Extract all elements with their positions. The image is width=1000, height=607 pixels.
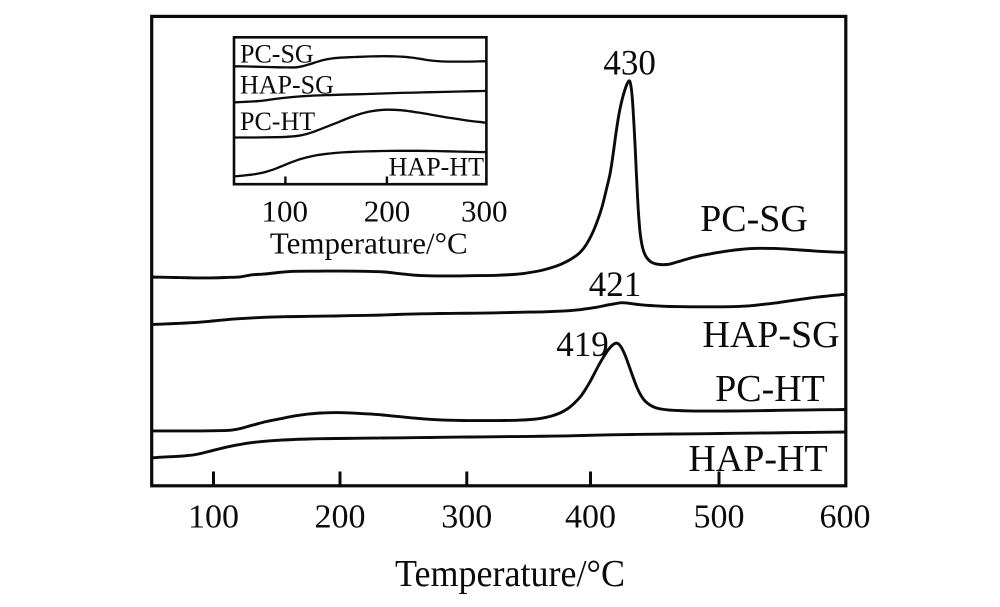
svg-text:421: 421: [589, 264, 642, 304]
svg-text:PC-HT: PC-HT: [240, 107, 315, 136]
svg-text:100: 100: [262, 194, 309, 229]
svg-text:PC-SG: PC-SG: [700, 198, 808, 240]
svg-text:200: 200: [364, 194, 411, 229]
svg-text:200: 200: [315, 499, 366, 536]
svg-text:HAP-HT: HAP-HT: [389, 153, 484, 182]
svg-text:100: 100: [188, 499, 239, 536]
svg-text:HAP-SG: HAP-SG: [240, 71, 334, 100]
svg-text:400: 400: [565, 499, 616, 536]
svg-text:Temperature/°C: Temperature/°C: [270, 226, 468, 261]
svg-text:419: 419: [556, 324, 609, 364]
svg-text:430: 430: [603, 42, 656, 82]
svg-text:500: 500: [694, 499, 745, 536]
svg-text:Temperature/°C: Temperature/°C: [395, 553, 625, 595]
svg-text:600: 600: [820, 499, 871, 536]
svg-text:300: 300: [461, 194, 508, 229]
svg-text:HAP-SG: HAP-SG: [702, 314, 839, 356]
svg-text:300: 300: [441, 499, 492, 536]
svg-text:PC-SG: PC-SG: [240, 40, 314, 69]
svg-text:PC-HT: PC-HT: [715, 368, 825, 410]
svg-text:HAP-HT: HAP-HT: [688, 438, 827, 480]
